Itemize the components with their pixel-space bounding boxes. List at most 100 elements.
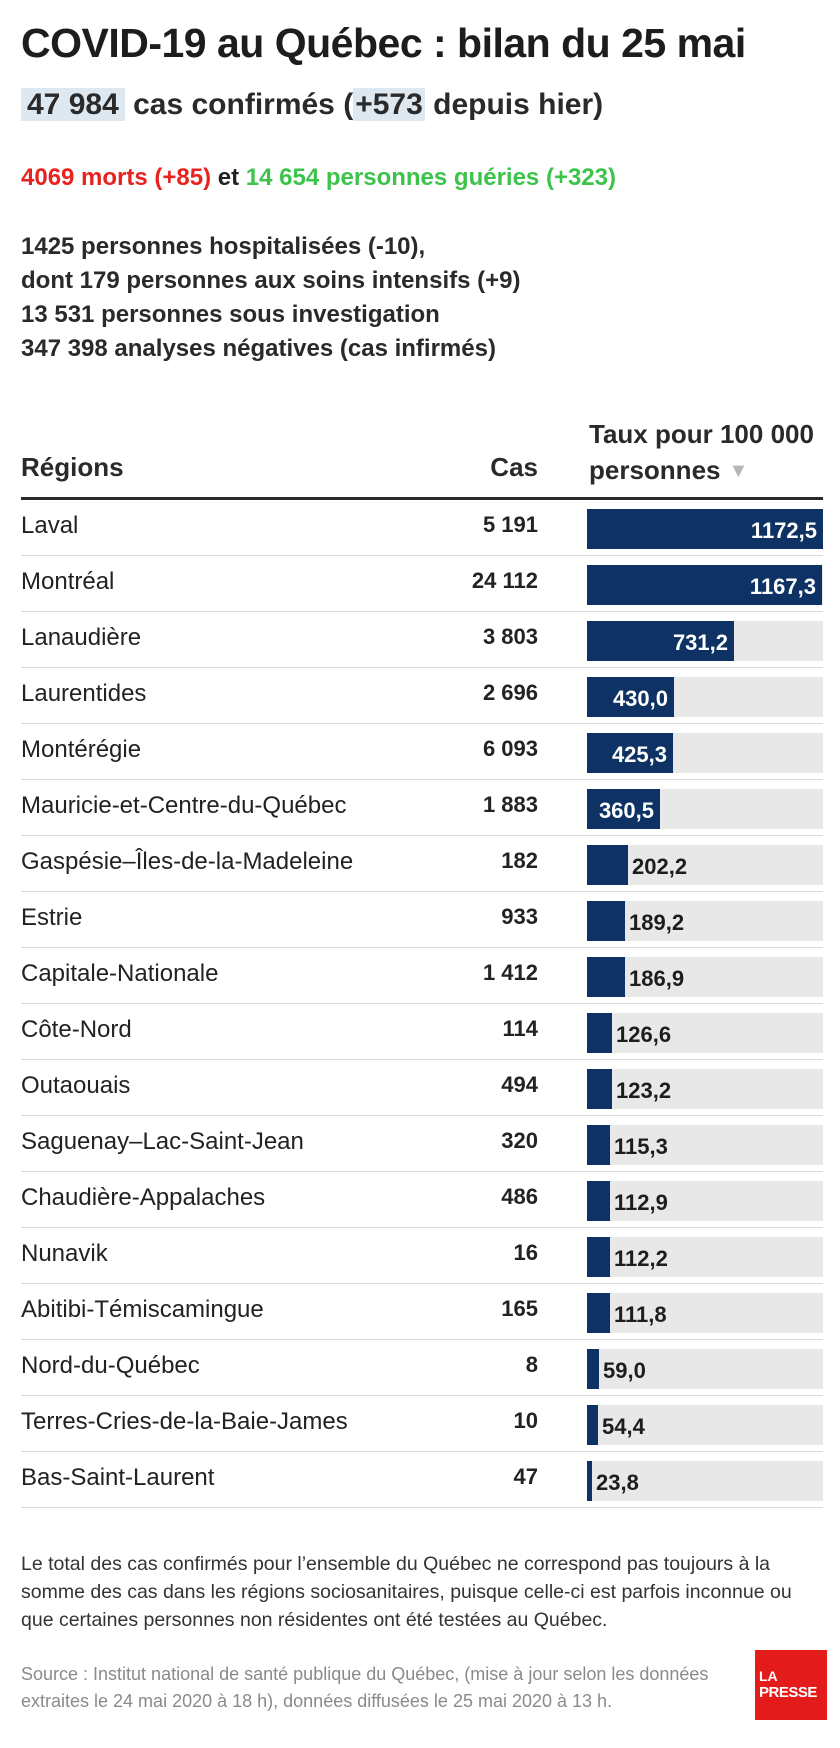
rate-value-label: 123,2 [616,1078,672,1103]
case-count: 320 [501,1128,538,1153]
bar-track: 126,6 [587,1013,823,1053]
rate-value-label: 23,8 [596,1470,639,1495]
row-separator [21,1339,823,1340]
rate-value-label: 430,0 [612,686,668,711]
table-row: Montérégie 6 093 425,3 [0,724,840,780]
rate-value-label: 360,5 [598,798,654,823]
region-name: Bas-Saint-Laurent [21,1464,215,1491]
case-count: 933 [501,904,538,929]
region-name: Saguenay–Lac-Saint-Jean [21,1128,304,1155]
rate-bar [587,901,625,941]
case-count: 24 112 [471,568,538,593]
rate-bar [587,1293,610,1333]
table-row: Côte-Nord 114 126,6 [0,1004,840,1060]
row-separator [21,1451,823,1452]
row-separator [21,835,823,836]
table-row: Outaouais 494 123,2 [0,1060,840,1116]
table-row: Montréal 24 112 1167,3 [0,556,840,612]
bar-track: 111,8 [587,1293,823,1333]
bar-track: 186,9 [587,957,823,997]
rate-value-label: 126,6 [616,1022,672,1047]
table-row: Saguenay–Lac-Saint-Jean 320 115,3 [0,1116,840,1172]
rate-bar [587,1125,610,1165]
rate-bar [587,1013,612,1053]
rate-value-label: 189,2 [629,910,685,935]
rate-bar [587,1069,612,1109]
rate-bar [587,789,660,829]
row-separator [21,947,823,948]
row-separator [21,667,823,668]
row-separator [21,555,823,556]
table-row: Laurentides 2 696 430,0 [0,668,840,724]
table-row: Lanaudière 3 803 731,2 [0,612,840,668]
table-row: Terres-Cries-de-la-Baie-James 10 54,4 [0,1396,840,1452]
case-count: 6 093 [482,736,538,761]
table-body: Laval 5 191 1172,5 Montréal 24 112 1167,3 Lana… [0,500,840,1508]
case-count: 2 696 [482,680,538,705]
row-separator [21,1227,823,1228]
stats-block: 1425 personnes hospitalisées (-10), dont… [21,230,520,366]
region-name: Lanaudière [21,624,142,651]
table-row: Chaudière-Appalaches 486 112,9 [0,1172,840,1228]
bar-track: 59,0 [587,1349,823,1389]
rate-bar [587,1405,598,1445]
row-separator [21,723,823,724]
case-count: 494 [501,1072,538,1097]
logo-line2: PRESSE [759,1684,817,1701]
rate-bar [587,1181,610,1221]
rate-value-label: 731,2 [672,630,728,655]
region-name: Nunavik [21,1240,108,1267]
case-count: 182 [501,848,538,873]
table-row: Estrie 933 189,2 [0,892,840,948]
rate-bar [587,1461,592,1501]
rate-value-label: 115,3 [614,1134,668,1159]
page-title: COVID-19 au Québec : bilan du 25 mai [21,20,746,66]
sort-descending-icon[interactable]: ▼ [728,460,749,482]
deaths-recovered-line: 4069 morts (+85) et 14 654 personnes gué… [21,164,616,192]
cases-summary: 47 984 cas confirmés (+573 depuis hier) [21,88,603,122]
column-header-rate[interactable]: Taux pour 100 000 personnes ▼ [589,416,814,489]
bar-track: 115,3 [587,1125,823,1165]
region-name: Nord-du-Québec [21,1352,200,1379]
table-row: Laval 5 191 1172,5 [0,500,840,556]
row-separator [21,779,823,780]
row-separator [21,1395,823,1396]
case-count: 1 412 [482,960,538,985]
table-row: Abitibi-Témiscamingue 165 111,8 [0,1284,840,1340]
bar-track: 23,8 [587,1461,823,1501]
bar-track: 112,9 [587,1181,823,1221]
region-name: Mauricie-et-Centre-du-Québec [21,792,347,819]
bar-track: 430,0 [587,677,823,717]
rate-header-line1: Taux pour 100 000 [589,419,814,449]
rate-header-line2: personnes [589,455,721,485]
rate-value-label: 202,2 [632,854,688,879]
region-name: Montréal [21,568,115,595]
case-count: 1 883 [482,792,538,817]
row-separator [21,1115,823,1116]
region-name: Côte-Nord [21,1016,132,1043]
bar-track: 202,2 [587,845,823,885]
column-header-regions: Régions [21,452,124,482]
la-presse-logo: LA PRESSE [755,1650,827,1720]
rate-value-label: 186,9 [629,966,685,991]
column-header-cas: Cas [490,452,538,482]
stat-investigation: 13 531 personnes sous investigation [21,301,440,328]
region-name: Capitale-Nationale [21,960,219,987]
case-count: 16 [513,1240,538,1265]
case-count: 114 [502,1016,539,1041]
bar-track: 123,2 [587,1069,823,1109]
logo-line1: LA [759,1668,778,1684]
header-rule [21,497,823,500]
table-row: Capitale-Nationale 1 412 186,9 [0,948,840,1004]
table-row: Mauricie-et-Centre-du-Québec 1 883 360,5 [0,780,840,836]
bar-track: 189,2 [587,901,823,941]
table-row: Bas-Saint-Laurent 47 23,8 [0,1452,840,1508]
rate-value-label: 1172,5 [750,518,817,543]
region-name: Chaudière-Appalaches [21,1184,266,1211]
deaths-count: 4069 morts (+85) [21,164,212,191]
region-name: Laval [21,512,79,539]
row-separator [21,1059,823,1060]
case-count: 486 [501,1184,538,1209]
row-separator [21,1507,823,1508]
bar-track: 425,3 [587,733,823,773]
